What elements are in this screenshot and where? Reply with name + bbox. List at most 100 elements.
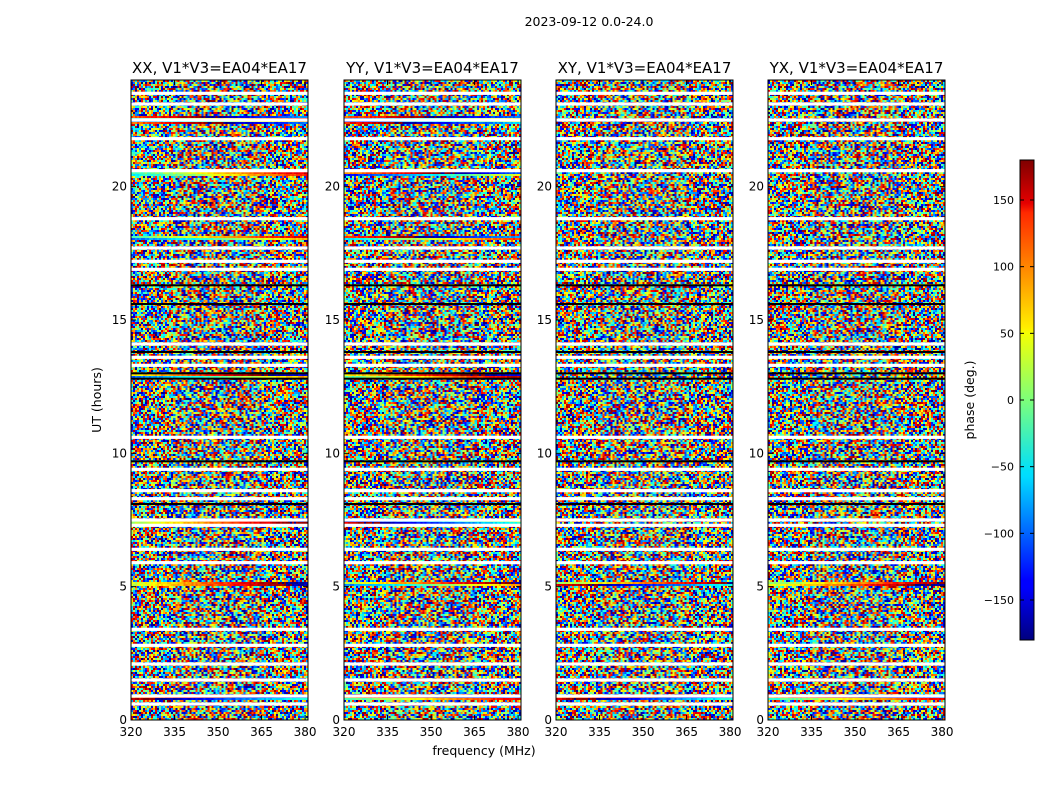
panel-3: YX, V1*V3=EA04*EA17 320 335 350 365 380 0 5 10 15…: [749, 59, 954, 739]
heatmap-image: [344, 80, 521, 720]
x-tick-label: 335: [800, 725, 823, 739]
gap-row: [344, 694, 521, 698]
gap-row: [556, 355, 733, 359]
x-tick-label: 320: [120, 725, 143, 739]
gap-row: [768, 267, 945, 271]
gap-row: [131, 102, 308, 106]
dark-row: [556, 303, 733, 305]
dark-row: [556, 372, 733, 375]
panel-frame: [767, 79, 946, 721]
dark-row: [768, 372, 945, 375]
x-tick-label: 335: [588, 725, 611, 739]
gap-row: [556, 694, 733, 698]
dark-row: [131, 503, 308, 505]
dark-row: [131, 284, 308, 287]
gap-row: [344, 355, 521, 359]
dark-row: [131, 351, 308, 353]
gap-row: [344, 702, 521, 706]
gap-row: [344, 118, 521, 122]
gap-row: [556, 169, 733, 173]
y-tick-label: 5: [332, 580, 340, 594]
gap-row: [768, 489, 945, 493]
gap-row: [131, 363, 308, 367]
y-tick-label: 5: [119, 580, 127, 594]
panel-title: YX, V1*V3=EA04*EA17: [769, 59, 944, 77]
y-tick-label: 10: [749, 446, 764, 460]
gap-row: [556, 547, 733, 551]
dark-row: [556, 460, 733, 463]
panel-frame: [130, 79, 309, 721]
colorbar-ticks: −150 −100 −50 0 50 100 150: [984, 194, 1034, 607]
y-tick-label: 10: [537, 446, 552, 460]
x-tick-label: 350: [844, 725, 867, 739]
gap-row: [768, 355, 945, 359]
dark-row: [344, 377, 521, 380]
gap-row: [344, 627, 521, 631]
gap-row: [556, 137, 733, 141]
gap-row: [131, 342, 308, 346]
gap-row: [131, 355, 308, 359]
gap-row: [131, 217, 308, 221]
dark-row: [344, 284, 521, 287]
gap-row: [344, 489, 521, 493]
x-tick-label: 380: [719, 725, 742, 739]
gap-row: [768, 435, 945, 439]
colorbar: −150 −100 −50 0 50 100 150 phase (deg.): [962, 159, 1035, 641]
y-tick-label: 20: [325, 180, 340, 194]
gap-row: [556, 643, 733, 647]
gap-row: [131, 137, 308, 141]
gap-row: [768, 259, 945, 263]
panels: XX, V1*V3=EA04*EA17 320 335 350 365 380 0 5 10 15…: [112, 59, 954, 739]
dark-row: [556, 351, 733, 353]
gap-row: [344, 497, 521, 501]
y-tick-label: 10: [112, 446, 127, 460]
gap-row: [556, 342, 733, 346]
y-tick-label: 20: [749, 180, 764, 194]
gap-row: [131, 702, 308, 706]
gap-row: [768, 102, 945, 106]
x-tick-label: 335: [376, 725, 399, 739]
y-tick-label: 0: [119, 713, 127, 727]
gap-row: [344, 259, 521, 263]
gap-row: [556, 363, 733, 367]
gap-row: [344, 342, 521, 346]
dark-row: [768, 284, 945, 287]
gap-row: [131, 467, 308, 471]
gap-row: [131, 627, 308, 631]
gap-row: [131, 643, 308, 647]
gap-row: [556, 118, 733, 122]
gap-row: [768, 497, 945, 501]
colorbar-tick-label: 50: [1000, 327, 1014, 340]
y-tick-label: 0: [756, 713, 764, 727]
x-tick-label: 350: [420, 725, 443, 739]
gap-row: [131, 267, 308, 271]
gap-row: [131, 694, 308, 698]
gap-row: [344, 561, 521, 565]
panel-1: YY, V1*V3=EA04*EA17 320 335 350 365 380 0 5 10 15…: [325, 59, 530, 739]
heatmap-image: [556, 80, 733, 720]
gap-row: [344, 523, 521, 527]
dark-row: [344, 503, 521, 505]
y-tick-label: 15: [112, 313, 127, 327]
x-tick-label: 380: [507, 725, 530, 739]
gap-row: [131, 246, 308, 250]
gap-row: [344, 267, 521, 271]
gap-row: [556, 489, 733, 493]
gap-row: [131, 561, 308, 565]
dark-row: [344, 303, 521, 305]
gap-row: [131, 662, 308, 666]
gap-row: [556, 497, 733, 501]
dark-row: [768, 351, 945, 353]
gap-row: [768, 217, 945, 221]
gap-row: [768, 702, 945, 706]
x-tick-label: 380: [294, 725, 317, 739]
x-tick-label: 365: [675, 725, 698, 739]
gap-row: [556, 102, 733, 106]
panel-title: YY, V1*V3=EA04*EA17: [345, 59, 519, 77]
gap-row: [344, 662, 521, 666]
gap-row: [131, 489, 308, 493]
dark-row: [131, 377, 308, 380]
gap-row: [768, 363, 945, 367]
gap-row: [768, 342, 945, 346]
dark-row: [556, 377, 733, 380]
